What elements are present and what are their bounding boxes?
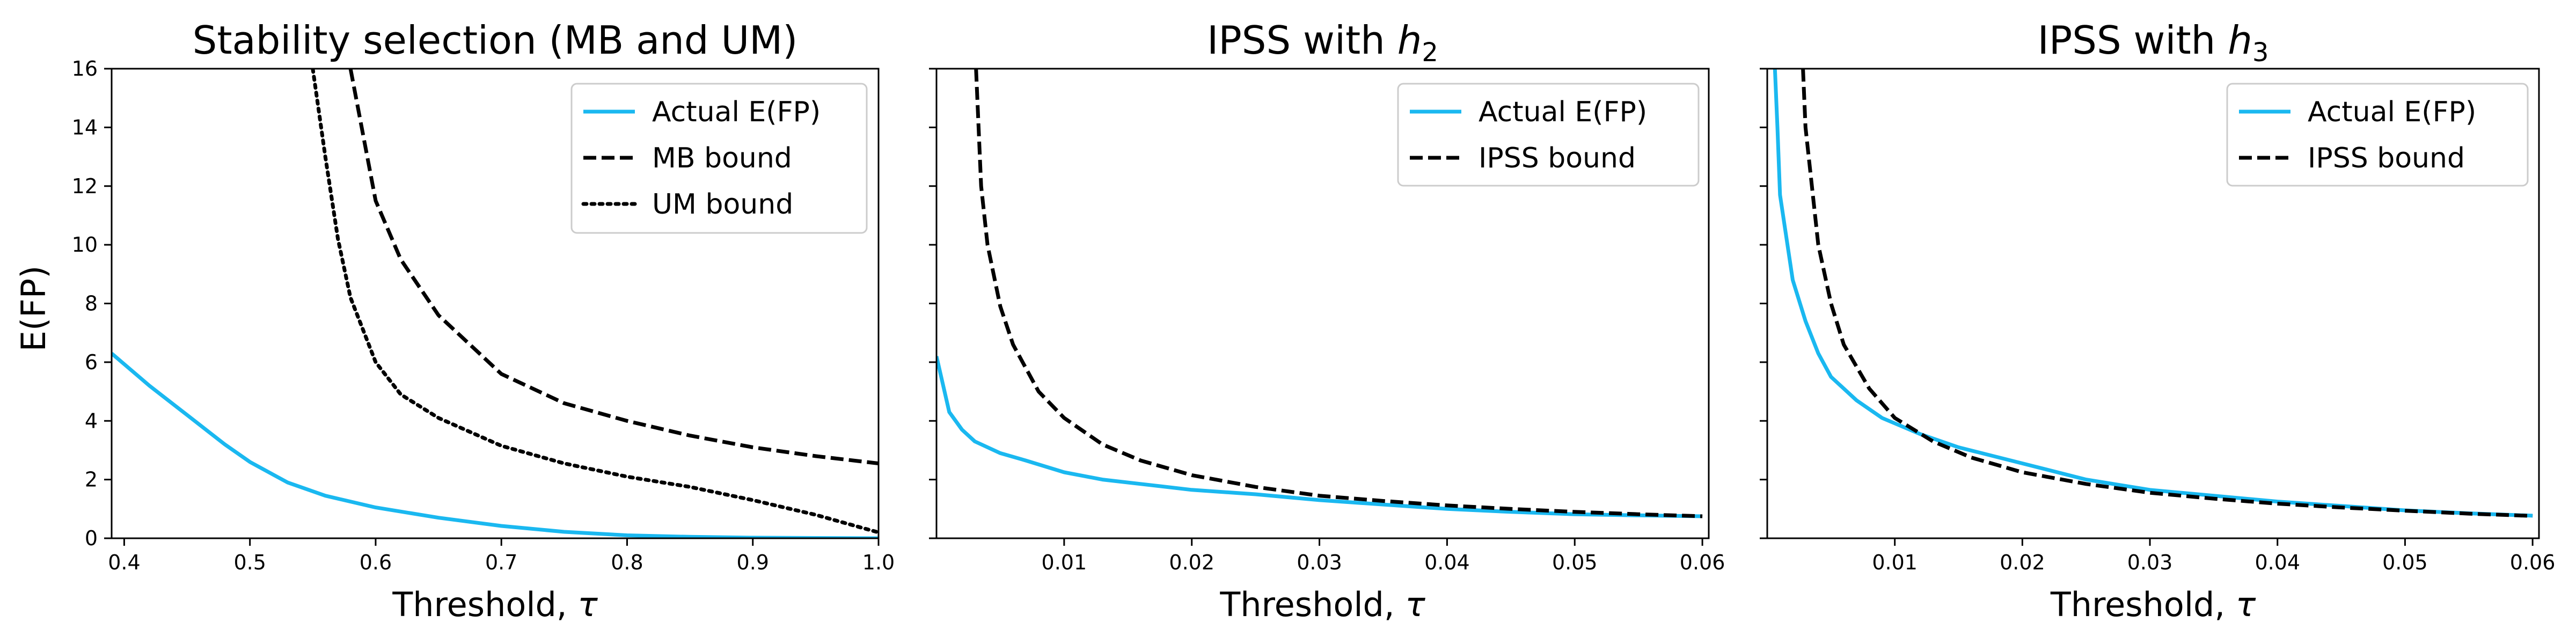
x-tick-label: 0.8 xyxy=(611,551,643,574)
legend-label: IPSS bound xyxy=(2308,142,2465,174)
panel-title: Stability selection (MB and UM) xyxy=(193,18,798,63)
x-tick-label: 0.4 xyxy=(108,551,140,574)
x-tick-label: 0.05 xyxy=(1552,551,1598,574)
x-tick-label: 0.01 xyxy=(1042,551,1087,574)
y-tick-label: 10 xyxy=(72,233,98,257)
x-tick-label: 0.02 xyxy=(2000,551,2045,574)
panel-title: IPSS with h3 xyxy=(2038,18,2269,68)
series-line-actual-e-fp- xyxy=(1773,69,2533,518)
x-tick-label: 0.03 xyxy=(1297,551,1342,574)
panel-3: 0.01 0.02 0.03 0.04 0.05 0.06 Threshold, τ IPSS… xyxy=(1760,18,2555,624)
x-tick-label: 0.5 xyxy=(233,551,266,574)
series-line-um-bound xyxy=(311,69,879,535)
x-tick-label: 0.04 xyxy=(2255,551,2300,574)
x-tick-label: 0.7 xyxy=(485,551,517,574)
x-tick-label: 1.0 xyxy=(862,551,895,574)
legend-label: Actual E(FP) xyxy=(652,96,821,128)
legend-box xyxy=(570,83,868,234)
legend-label: MB bound xyxy=(652,142,792,174)
y-tick-label: 6 xyxy=(85,350,98,374)
x-tick-label: 0.03 xyxy=(2127,551,2173,574)
y-tick-label: 16 xyxy=(72,57,98,80)
x-tick-label: 0.02 xyxy=(1169,551,1214,574)
panel-title: IPSS with h2 xyxy=(1207,18,1438,68)
legend: Actual E(FP) IPSS bound xyxy=(1397,83,1700,187)
series-line-ipss-bound xyxy=(974,69,1703,518)
panel-1: 0.4 0.5 0.6 0.7 0.8 0.9 1.0 0 2 4 6 8 10 12 14 16 Thresh… xyxy=(72,18,895,624)
legend-box xyxy=(2226,83,2529,187)
x-tick-label: 0.06 xyxy=(2510,551,2556,574)
legend-box xyxy=(1397,83,1700,187)
series-line-actual-e-fp- xyxy=(112,352,879,538)
x-tick-label: 0.05 xyxy=(2382,551,2428,574)
y-tick-label: 4 xyxy=(85,409,98,433)
legend: Actual E(FP) MB bound UM bound xyxy=(570,83,868,234)
legend-label: Actual E(FP) xyxy=(2308,96,2476,128)
x-tick-label: 0.04 xyxy=(1424,551,1470,574)
y-axis-label: E(FP) xyxy=(14,266,53,352)
series-line-actual-e-fp- xyxy=(936,356,1703,518)
legend-label: IPSS bound xyxy=(1479,142,1636,174)
x-tick-label: 0.01 xyxy=(1872,551,1918,574)
x-axis-label: Threshold, τ xyxy=(392,585,598,624)
legend-label: UM bound xyxy=(652,188,793,221)
legend: Actual E(FP) IPSS bound xyxy=(2226,83,2529,187)
series-line-mb-bound xyxy=(348,69,879,465)
series-line-ipss-bound xyxy=(1801,69,2533,518)
x-tick-label: 0.9 xyxy=(737,551,769,574)
y-tick-label: 2 xyxy=(85,468,98,492)
x-tick-label: 0.06 xyxy=(1680,551,1725,574)
x-axis-label: Threshold, τ xyxy=(2050,585,2256,624)
x-axis-label: Threshold, τ xyxy=(1219,585,1425,624)
y-tick-label: 0 xyxy=(85,526,98,550)
legend-label: Actual E(FP) xyxy=(1479,96,1647,128)
y-tick-label: 8 xyxy=(85,292,98,316)
panel-2: 0.01 0.02 0.03 0.04 0.05 0.06 Threshold, τ IPSS… xyxy=(929,18,1725,624)
y-tick-label: 14 xyxy=(72,115,98,139)
y-tick-label: 12 xyxy=(72,174,98,198)
x-tick-label: 0.6 xyxy=(360,551,392,574)
